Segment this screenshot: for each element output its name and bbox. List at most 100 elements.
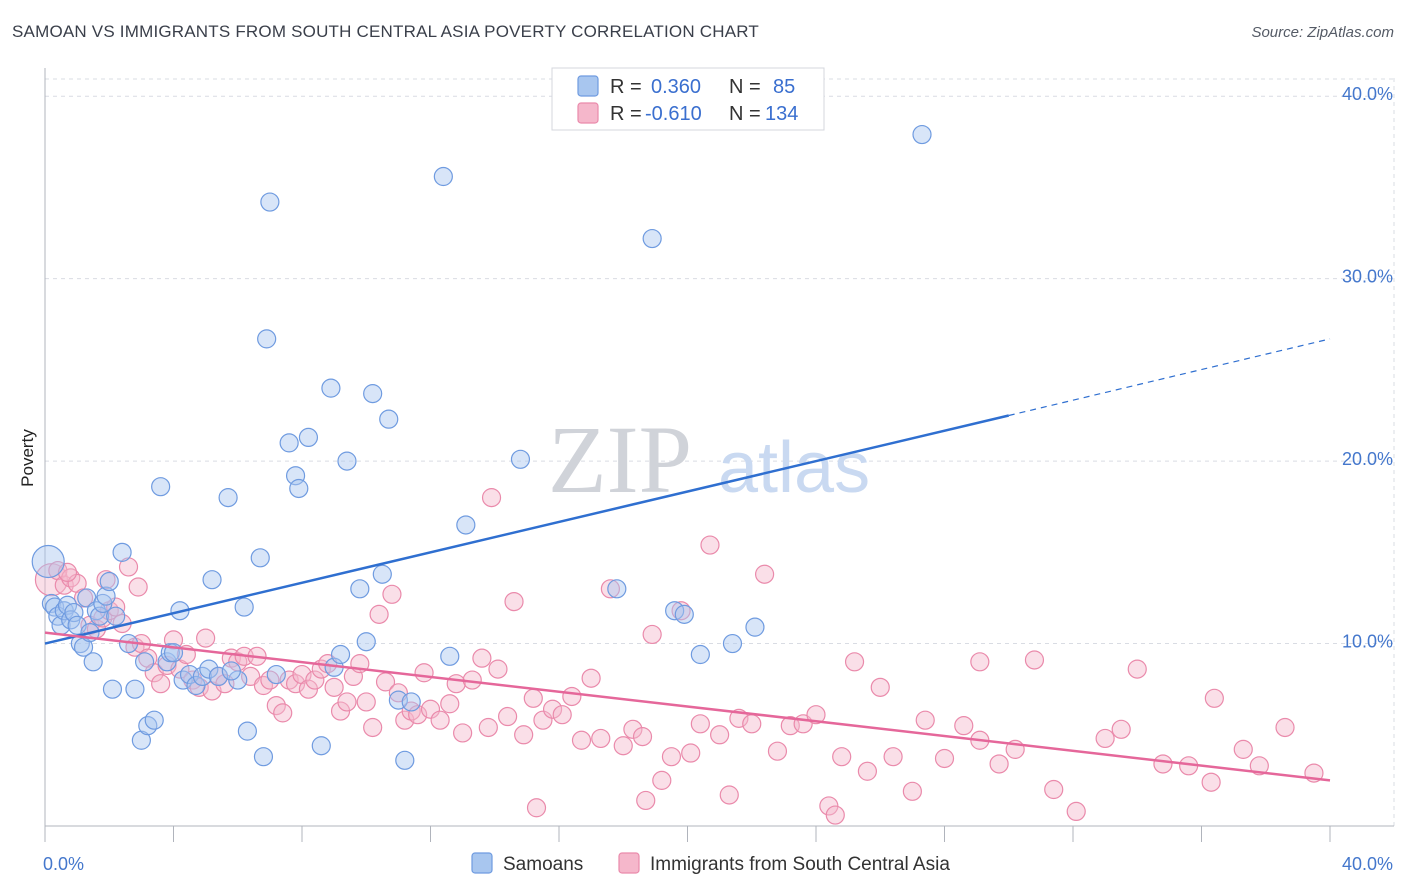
samoans-point-45	[260, 192, 280, 212]
samoans-point-73	[722, 633, 743, 654]
samoans-point-77	[134, 652, 155, 672]
samoans-point-41	[237, 721, 257, 741]
samoans-point-57	[356, 632, 376, 652]
immigrants-point-58	[414, 663, 434, 683]
immigrants-point-103	[870, 677, 890, 697]
immigrants-point-61	[440, 694, 460, 714]
samoans-point-48	[285, 466, 306, 486]
samoans-point-6	[57, 595, 78, 615]
samoans-point-79	[234, 597, 254, 617]
immigrants-point-98	[806, 705, 826, 725]
immigrants-point-24	[196, 628, 216, 648]
legend-n-value-1: 134	[765, 103, 798, 125]
legend-r-value-1: -0.610	[645, 103, 702, 125]
samoans-point-59	[372, 564, 392, 584]
bottom-legend-label-immigrants: Immigrants from South Central Asia	[650, 854, 950, 875]
samoans-point-70	[665, 601, 685, 621]
source-credit: Source: ZipAtlas.com	[1251, 24, 1394, 41]
samoans-point-18	[96, 586, 116, 606]
immigrants-trendline	[44, 631, 1331, 782]
immigrants-point-87	[681, 743, 701, 763]
immigrants-point-17	[151, 674, 171, 694]
chart-title: SAMOAN VS IMMIGRANTS FROM SOUTH CENTRAL …	[12, 22, 760, 41]
samoans-point-0	[31, 544, 65, 579]
immigrants-point-120	[1201, 772, 1221, 792]
bottom-legend-label-samoans: Samoans	[503, 854, 583, 875]
watermark: ZIP atlas	[548, 406, 870, 513]
x-tick-labels: 0.0% 40.0%	[43, 854, 1393, 874]
immigrants-point-76	[571, 730, 592, 750]
y-axis-label: Poverty	[18, 429, 37, 487]
y-tick-label-2: 30.0%	[1342, 267, 1393, 287]
samoans-point-54	[330, 644, 351, 665]
legend-swatch-samoans	[577, 75, 599, 97]
samoans-point-71	[674, 604, 694, 624]
axes-layer	[44, 68, 1394, 842]
samoans-point-19	[99, 571, 119, 592]
samoans-point-21	[112, 542, 132, 562]
immigrants-point-123	[1275, 717, 1295, 738]
immigrants-point-94	[754, 564, 775, 584]
immigrants-point-106	[915, 710, 935, 730]
immigrants-point-63	[453, 723, 473, 743]
legend-n-label-0: N =	[729, 76, 761, 98]
immigrants-point-75	[562, 686, 582, 707]
samoans-point-50	[298, 427, 319, 448]
immigrants-point-86	[671, 601, 691, 621]
samoans-point-15	[86, 601, 107, 621]
immigrants-point-23	[189, 677, 209, 697]
samoans-point-66	[456, 515, 476, 535]
immigrants-point-46	[337, 692, 357, 712]
immigrants-point-69	[504, 591, 524, 612]
samoans-point-47	[279, 433, 299, 453]
immigrants-point-128	[1204, 688, 1224, 708]
samoans-point-56	[350, 579, 370, 599]
immigrants-point-82	[632, 727, 653, 747]
immigrants-point-51	[369, 604, 389, 624]
immigrants-point-85	[661, 747, 682, 767]
x-tick-label-1: 40.0%	[1342, 854, 1393, 874]
immigrants-point-104	[883, 747, 903, 767]
legend-r-label-1: R =	[610, 103, 642, 125]
samoans-point-52	[321, 378, 341, 398]
samoans-trendline-extension	[1008, 338, 1331, 417]
legend-swatch-immigrants	[577, 102, 599, 124]
series-legend: Samoans Immigrants from South Central As…	[471, 852, 950, 875]
samoans-point-37	[202, 570, 222, 590]
immigrants-point-116	[1111, 719, 1131, 739]
immigrants-point-78	[591, 728, 611, 749]
samoans-point-75	[912, 124, 932, 145]
immigrants-point-70	[514, 725, 534, 745]
watermark-atlas: atlas	[718, 428, 870, 508]
samoans-point-49	[289, 478, 309, 499]
samoans-point-64	[440, 646, 460, 666]
samoans-point-62	[395, 750, 415, 770]
immigrants-point-84	[652, 770, 672, 790]
correlation-legend: R = 0.360 N = 85 R = -0.610 N = 134	[551, 67, 825, 131]
samoans-point-27	[151, 477, 171, 497]
samoans-point-43	[253, 747, 274, 767]
immigrants-point-132	[526, 798, 547, 818]
samoans-point-58	[363, 384, 383, 404]
immigrants-point-80	[613, 736, 633, 756]
immigrants-point-133	[825, 805, 845, 825]
immigrants-point-93	[742, 714, 762, 734]
immigrants-point-59	[420, 699, 441, 719]
immigrants-point-88	[690, 714, 710, 734]
immigrants-point-117	[1127, 659, 1147, 679]
immigrants-point-81	[623, 719, 643, 739]
samoans-point-67	[510, 449, 531, 469]
immigrants-point-122	[1249, 756, 1269, 776]
bottom-legend-swatch-immigrants	[618, 852, 640, 874]
blue-series-points	[31, 124, 932, 770]
immigrants-point-129	[970, 652, 990, 672]
samoans-point-36	[199, 659, 219, 679]
legend-n-value-0: 85	[773, 76, 795, 98]
immigrants-point-107	[934, 748, 955, 769]
immigrants-point-60	[430, 710, 450, 730]
immigrants-point-131	[481, 488, 502, 508]
immigrants-point-90	[710, 725, 730, 745]
immigrants-point-108	[954, 716, 974, 736]
samoans-point-26	[144, 710, 164, 730]
